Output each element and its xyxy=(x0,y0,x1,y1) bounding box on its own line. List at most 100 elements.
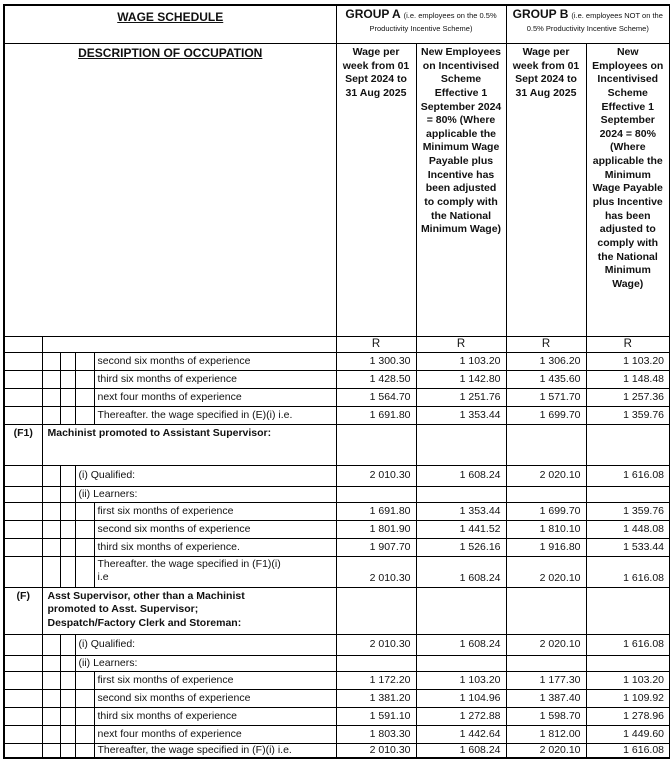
empty-cell xyxy=(74,743,95,759)
wage-b-current: 2 020.10 xyxy=(505,634,587,656)
wage-b-current xyxy=(505,587,587,635)
wage-a-new: 1 251.76 xyxy=(415,388,507,407)
wage-a-new xyxy=(415,424,507,466)
wage-a-new: 1 104.96 xyxy=(415,689,507,708)
empty-cell xyxy=(74,689,95,708)
table-row: (ii) Learners: xyxy=(3,486,670,503)
empty-cell xyxy=(3,634,43,656)
group-a-wage-period-header: Wage per week from 01 Sept 2024 to 31 Au… xyxy=(335,43,417,337)
empty-cell xyxy=(41,465,61,487)
wage-b-new xyxy=(585,424,670,466)
wage-a-current: 1 300.30 xyxy=(335,352,417,371)
row-label: (i) Qualified: xyxy=(74,634,337,656)
group-b-title: GROUP B xyxy=(512,7,569,21)
wage-b-current: 2 020.10 xyxy=(505,556,587,588)
description-header-cell: DESCRIPTION OF OCCUPATION xyxy=(3,43,337,337)
wage-b-new: 1 448.08 xyxy=(585,520,670,539)
empty-cell xyxy=(74,707,95,726)
wage-b-new xyxy=(585,655,670,672)
wage-b-new: 1 616.08 xyxy=(585,634,670,656)
table-row: Thereafter. the wage specified in (F1)(i… xyxy=(3,556,670,588)
empty-cell xyxy=(41,406,61,425)
empty-cell xyxy=(3,388,43,407)
row-label: third six months of experience. xyxy=(93,538,337,557)
table-header-row-1: WAGE SCHEDULE GROUP A (i.e. employees on… xyxy=(3,4,670,44)
empty-cell xyxy=(59,725,76,744)
empty-cell xyxy=(3,743,43,759)
wage-b-new: 1 616.08 xyxy=(585,743,670,759)
section-title: Machinist promoted to Assistant Supervis… xyxy=(41,424,337,466)
empty-cell xyxy=(59,689,76,708)
currency-row: R R R R xyxy=(3,336,670,353)
currency-symbol: R xyxy=(585,336,670,353)
wage-b-current: 1 177.30 xyxy=(505,671,587,690)
wage-a-new: 1 353.44 xyxy=(415,502,507,521)
empty-cell xyxy=(3,707,43,726)
wage-schedule-title-cell: WAGE SCHEDULE xyxy=(3,4,337,44)
empty-cell xyxy=(3,689,43,708)
table-row: first six months of experience 1 691.80 … xyxy=(3,502,670,521)
wage-b-current xyxy=(505,655,587,672)
group-a-subtitle: (i.e. employees on the 0.5% Productivity… xyxy=(369,11,497,33)
group-b-new-employees-header: New Employees on Incentivised Scheme Eff… xyxy=(585,43,670,337)
empty-cell xyxy=(74,502,95,521)
empty-cell xyxy=(3,352,43,371)
wage-a-new: 1 441.52 xyxy=(415,520,507,539)
empty-cell xyxy=(41,486,61,503)
row-label: next four months of experience xyxy=(93,388,337,407)
wage-a-new: 1 353.44 xyxy=(415,406,507,425)
empty-cell xyxy=(74,388,95,407)
row-label: Thereafter. the wage specified in (E)(i)… xyxy=(93,406,337,425)
wage-a-new: 1 526.16 xyxy=(415,538,507,557)
table-row: second six months of experience 1 381.20… xyxy=(3,689,670,708)
wage-a-current xyxy=(335,486,417,503)
row-label: Thereafter, the wage specified in (F)(i)… xyxy=(93,743,337,759)
wage-b-current: 1 435.60 xyxy=(505,370,587,389)
wage-a-new xyxy=(415,655,507,672)
empty-cell xyxy=(3,538,43,557)
wage-a-new: 1 103.20 xyxy=(415,671,507,690)
wage-b-current: 1 699.70 xyxy=(505,502,587,521)
group-b-subtitle: (i.e. employees NOT on the 0.5% Producti… xyxy=(526,11,663,33)
wage-b-current: 1 306.20 xyxy=(505,352,587,371)
empty-cell xyxy=(74,370,95,389)
wage-a-current: 1 428.50 xyxy=(335,370,417,389)
table-row: next four months of experience 1 564.70 … xyxy=(3,388,670,407)
empty-cell xyxy=(3,502,43,521)
wage-a-new: 1 142.80 xyxy=(415,370,507,389)
wage-b-new: 1 616.08 xyxy=(585,465,670,487)
wage-b-current: 2 020.10 xyxy=(505,465,587,487)
wage-b-current: 1 598.70 xyxy=(505,707,587,726)
empty-cell xyxy=(74,538,95,557)
empty-cell xyxy=(41,538,61,557)
wage-b-new: 1 103.20 xyxy=(585,352,670,371)
wage-b-current: 1 810.10 xyxy=(505,520,587,539)
row-label: second six months of experience xyxy=(93,689,337,708)
wage-a-current: 1 564.70 xyxy=(335,388,417,407)
row-label: second six months of experience xyxy=(93,520,337,539)
table-row: third six months of experience. 1 907.70… xyxy=(3,538,670,557)
empty-cell xyxy=(41,352,61,371)
empty-cell xyxy=(59,465,76,487)
wage-b-new: 1 257.36 xyxy=(585,388,670,407)
wage-b-new: 1 103.20 xyxy=(585,671,670,690)
wage-a-current xyxy=(335,587,417,635)
wage-a-new: 1 608.24 xyxy=(415,743,507,759)
group-a-header: GROUP A (i.e. employees on the 0.5% Prod… xyxy=(335,4,507,44)
row-label: (ii) Learners: xyxy=(74,655,337,672)
row-label: (ii) Learners: xyxy=(74,486,337,503)
empty-cell xyxy=(3,486,43,503)
wage-a-current: 1 803.30 xyxy=(335,725,417,744)
section-code: (F1) xyxy=(3,424,43,466)
table-row: next four months of experience 1 803.30 … xyxy=(3,725,670,744)
wage-b-new: 1 616.08 xyxy=(585,556,670,588)
group-b-header: GROUP B (i.e. employees NOT on the 0.5% … xyxy=(505,4,670,44)
row-label: third six months of experience xyxy=(93,707,337,726)
table-row: (ii) Learners: xyxy=(3,655,670,672)
wage-a-current: 1 381.20 xyxy=(335,689,417,708)
table-header-row-2: DESCRIPTION OF OCCUPATION Wage per week … xyxy=(3,43,670,337)
empty-cell xyxy=(41,634,61,656)
empty-cell xyxy=(3,406,43,425)
empty-cell xyxy=(41,743,61,759)
